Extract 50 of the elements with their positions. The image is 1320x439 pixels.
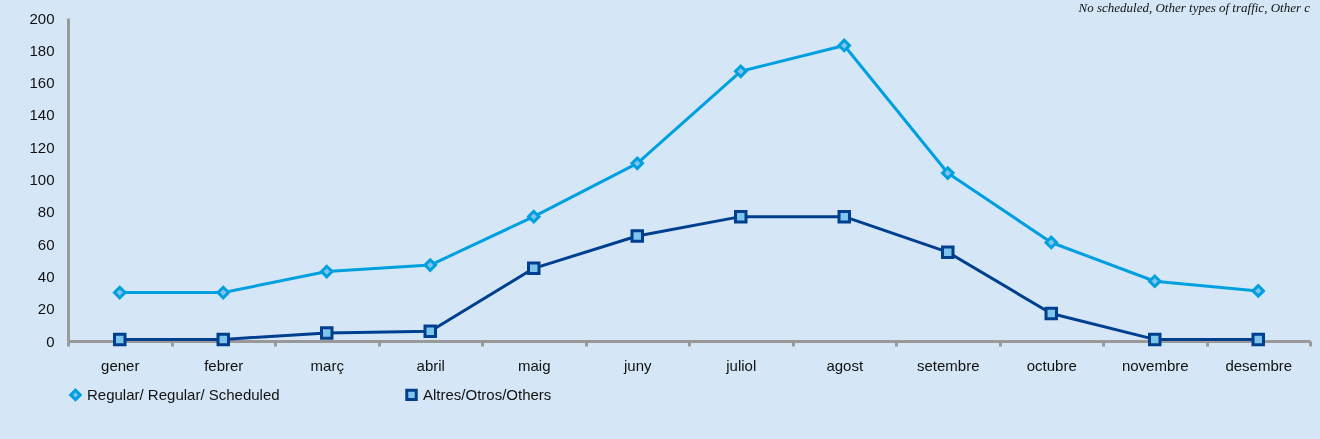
point xyxy=(1251,332,1265,347)
y-tick-label: 60 xyxy=(37,235,55,253)
x-tick-label: desembre xyxy=(1225,356,1293,374)
y-tick-label: 200 xyxy=(29,9,55,27)
y-tick-label: 80 xyxy=(37,203,55,221)
point xyxy=(113,332,127,347)
point xyxy=(423,324,437,339)
x-tick-label: gener xyxy=(101,356,140,374)
point xyxy=(837,38,851,53)
point xyxy=(1148,332,1162,347)
point xyxy=(527,261,541,276)
x-tick-label: setembre xyxy=(916,356,980,374)
x-tick-label: juny xyxy=(622,356,652,374)
x-tick-label: agost xyxy=(826,356,864,374)
point xyxy=(734,209,748,224)
text: No scheduled, Other types of traffic, Other c xyxy=(1077,0,1311,15)
point xyxy=(941,166,955,180)
y-tick-label: 40 xyxy=(37,267,55,285)
x-tick-label: maig xyxy=(517,356,551,374)
x-tick-label: febrer xyxy=(204,356,244,374)
y-tick-label: 180 xyxy=(29,41,55,59)
point xyxy=(630,156,644,171)
point xyxy=(1148,274,1162,288)
x-tick-label: juliol xyxy=(725,356,757,374)
point xyxy=(1251,284,1265,298)
y-tick-label: 120 xyxy=(29,138,55,156)
point xyxy=(941,245,955,259)
point xyxy=(734,64,748,79)
y-tick-label: 0 xyxy=(46,332,55,350)
point xyxy=(837,209,851,224)
y-tick-label: 140 xyxy=(29,106,55,124)
legend-label: Altres/Otros/Others xyxy=(423,385,552,403)
x-tick-label: març xyxy=(310,356,345,374)
x-tick-label: abril xyxy=(416,356,445,374)
point xyxy=(216,285,230,300)
x-tick-label: octubre xyxy=(1026,356,1077,374)
point xyxy=(320,264,334,279)
point xyxy=(216,332,230,347)
y-tick-label: 100 xyxy=(29,171,55,188)
y-tick-label: 160 xyxy=(29,74,55,92)
point xyxy=(320,326,334,340)
point xyxy=(1044,306,1058,321)
legend-label: Regular/ Regular/ Scheduled xyxy=(87,385,280,403)
point xyxy=(1044,235,1058,250)
point xyxy=(113,285,127,300)
point xyxy=(423,258,437,272)
point xyxy=(527,209,541,224)
y-tick-label: 20 xyxy=(37,300,55,318)
x-tick-label: novembre xyxy=(1121,356,1189,374)
point xyxy=(630,229,644,243)
